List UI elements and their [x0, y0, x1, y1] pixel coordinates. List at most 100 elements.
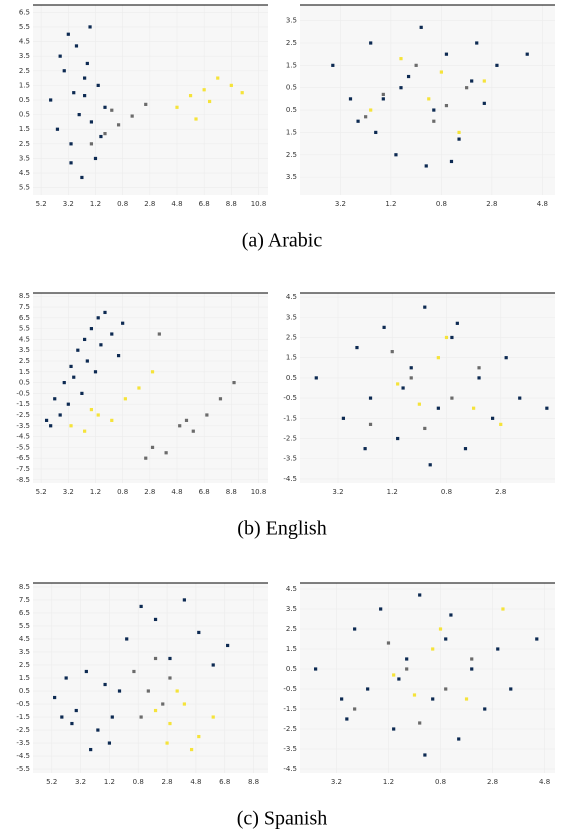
- y-tick-label: -0.5: [283, 685, 297, 693]
- x-tick-label: 4.8: [171, 200, 182, 208]
- point: [175, 689, 179, 693]
- y-tick-label: 6.5: [19, 314, 30, 322]
- point: [369, 108, 373, 112]
- point: [89, 407, 94, 412]
- point: [168, 656, 172, 661]
- point: [424, 164, 428, 168]
- point: [168, 721, 172, 726]
- point: [55, 127, 60, 131]
- point: [146, 689, 150, 693]
- point: [83, 337, 87, 342]
- x-tick-label: 4.8: [171, 488, 182, 496]
- y-tick-label: 2.5: [286, 39, 297, 47]
- y-tick-label: 3.5: [19, 154, 30, 162]
- y-tick-label: 0.5: [286, 665, 297, 673]
- x-tick-label: 3.2: [63, 488, 74, 496]
- point: [103, 310, 107, 315]
- y-tick-label: -8.5: [16, 476, 30, 484]
- point: [423, 426, 427, 431]
- point: [80, 391, 84, 395]
- y-tick-label: 3.5: [19, 648, 30, 656]
- y-tick-label: 8.5: [19, 583, 30, 591]
- point: [353, 627, 357, 631]
- caption: (a) Arabic: [242, 230, 323, 252]
- point: [144, 456, 148, 460]
- y-tick-label: -2.5: [283, 725, 297, 733]
- point: [62, 381, 66, 385]
- x-tick-label: 2.8: [144, 488, 155, 496]
- point: [165, 741, 169, 745]
- y-tick-label: -5.5: [16, 443, 30, 451]
- point: [363, 447, 367, 451]
- point: [107, 741, 112, 745]
- point: [431, 697, 435, 701]
- point: [89, 747, 93, 752]
- y-tick-label: 2.5: [19, 357, 30, 365]
- y-tick-label: 2.5: [19, 67, 30, 75]
- point: [356, 119, 360, 123]
- point: [477, 366, 481, 370]
- point: [409, 366, 413, 370]
- point: [58, 54, 62, 58]
- plot-background: [300, 293, 555, 483]
- y-tick-label: 2.5: [19, 140, 30, 148]
- point: [396, 382, 400, 386]
- x-tick-label: 4.8: [537, 200, 548, 208]
- point: [386, 641, 391, 645]
- point: [74, 708, 78, 713]
- point: [444, 103, 449, 108]
- y-tick-label: 4.5: [286, 293, 297, 301]
- point: [74, 44, 79, 48]
- point: [381, 92, 385, 97]
- point: [49, 98, 53, 102]
- point: [69, 364, 73, 369]
- plot-background: [300, 583, 555, 773]
- x-tick-label: 8.8: [248, 778, 259, 786]
- point: [184, 418, 189, 422]
- point: [412, 693, 417, 697]
- y-tick-label: 4.5: [19, 335, 30, 343]
- point: [116, 354, 121, 358]
- x-tick-label: 2.8: [487, 778, 498, 786]
- point: [72, 91, 76, 95]
- point: [103, 132, 107, 136]
- point: [392, 727, 396, 731]
- x-tick-label: 0.8: [436, 200, 447, 208]
- point: [194, 117, 198, 121]
- point: [202, 88, 206, 92]
- point: [60, 715, 64, 719]
- point: [457, 130, 461, 135]
- point: [450, 396, 454, 400]
- x-tick-label: 4.8: [190, 778, 201, 786]
- point: [189, 747, 194, 752]
- point: [483, 707, 487, 711]
- y-tick-label: 3.5: [286, 173, 297, 181]
- point: [535, 637, 539, 641]
- point: [348, 97, 353, 101]
- point: [444, 52, 449, 56]
- point: [392, 673, 396, 677]
- y-tick-label: -3.5: [283, 455, 297, 463]
- point: [69, 142, 73, 146]
- point: [439, 70, 443, 74]
- y-tick-label: 0.5: [286, 374, 297, 382]
- y-tick-label: 3.5: [19, 52, 30, 60]
- point: [226, 643, 230, 648]
- point: [103, 682, 107, 687]
- point: [417, 402, 421, 406]
- y-tick-label: -4.5: [283, 765, 297, 773]
- point: [69, 424, 73, 428]
- point: [432, 119, 436, 123]
- point: [397, 677, 401, 681]
- y-tick-label: 1.5: [286, 354, 297, 362]
- point: [53, 695, 57, 700]
- x-tick-label: 0.8: [133, 778, 144, 786]
- y-tick-label: 5.5: [19, 325, 30, 333]
- point: [77, 113, 81, 117]
- point: [390, 350, 394, 354]
- point: [501, 607, 505, 611]
- point: [168, 676, 172, 680]
- point: [418, 593, 422, 597]
- point: [232, 381, 236, 385]
